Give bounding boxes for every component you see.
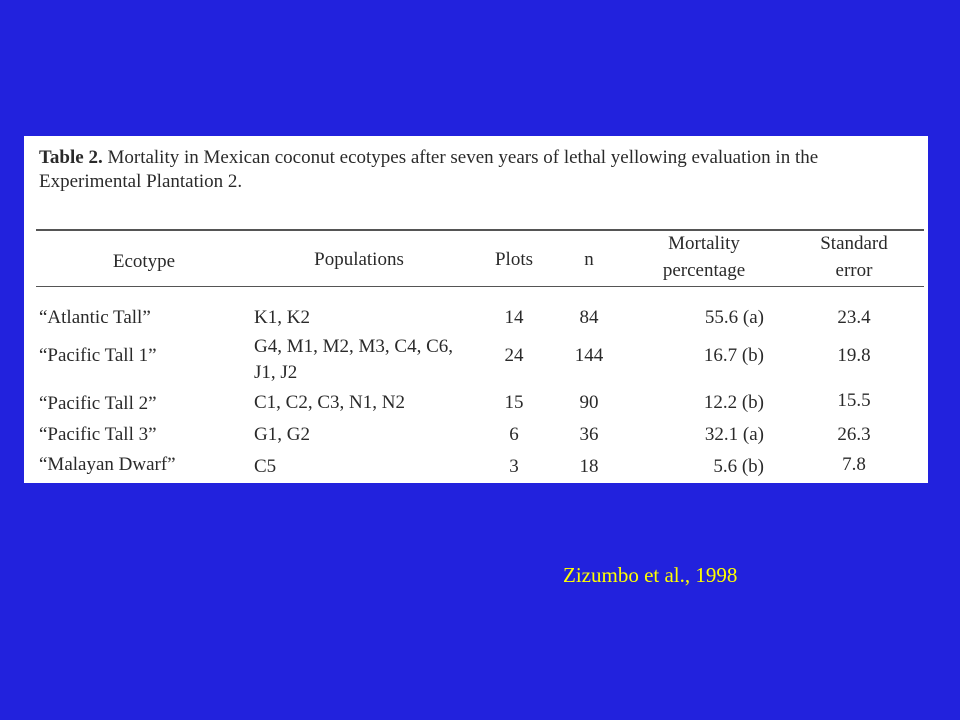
cell-se: 7.8 xyxy=(842,454,866,475)
caption-text: Mortality in Mexican coconut ecotypes af… xyxy=(39,147,819,192)
cell-populations: C5 xyxy=(254,456,277,477)
header-populations: Populations xyxy=(314,249,404,270)
header-mortality-line2: percentage xyxy=(662,260,746,281)
cell-n: 36 xyxy=(579,424,599,445)
cell-n: 90 xyxy=(579,392,599,413)
cell-se: 15.5 xyxy=(837,390,871,411)
cell-ecotype: “Pacific Tall 2” xyxy=(39,393,157,414)
cell-mortality: 32.1 (a) xyxy=(704,424,764,445)
header-ecotype: Ecotype xyxy=(112,251,176,272)
cell-ecotype: “Pacific Tall 3” xyxy=(39,424,157,445)
cell-se: 23.4 xyxy=(837,307,871,328)
cell-plots: 15 xyxy=(504,392,524,413)
caption-label: Table 2. xyxy=(39,147,103,168)
header-se-line1: Standard xyxy=(820,233,888,254)
cell-ecotype: “Atlantic Tall” xyxy=(39,307,151,328)
top-rule xyxy=(36,229,924,231)
cell-ecotype: “Malayan Dwarf” xyxy=(39,454,176,475)
cell-mortality: 55.6 (a) xyxy=(704,307,764,328)
cell-plots: 3 xyxy=(509,456,519,477)
cell-n: 144 xyxy=(574,345,604,366)
cell-plots: 6 xyxy=(509,424,519,445)
header-mortality-line1: Mortality xyxy=(668,233,740,254)
cell-populations: C1, C2, C3, N1, N2 xyxy=(254,392,405,413)
cell-populations: G4, M1, M2, M3, C4, C6, J1, J2 xyxy=(254,336,453,383)
header-se-line2: error xyxy=(835,260,873,281)
cell-n: 18 xyxy=(579,456,599,477)
table-caption: Table 2. Mortality in Mexican coconut ec… xyxy=(39,146,919,194)
cell-se: 26.3 xyxy=(837,424,871,445)
cell-mortality: 5.6 (b) xyxy=(713,456,764,477)
header-rule xyxy=(36,286,924,287)
cell-mortality: 12.2 (b) xyxy=(703,392,764,413)
cell-mortality: 16.7 (b) xyxy=(703,345,764,366)
header-plots: Plots xyxy=(494,249,534,270)
cell-n: 84 xyxy=(579,307,599,328)
cell-populations: K1, K2 xyxy=(254,307,310,328)
cell-ecotype: “Pacific Tall 1” xyxy=(39,345,157,366)
header-n: n xyxy=(584,249,594,270)
table-image: Table 2. Mortality in Mexican coconut ec… xyxy=(24,136,928,483)
cell-plots: 24 xyxy=(504,345,524,366)
cell-populations: G1, G2 xyxy=(254,424,310,445)
source-credit: Zizumbo et al., 1998 xyxy=(563,563,738,587)
cell-se: 19.8 xyxy=(837,345,871,366)
cell-plots: 14 xyxy=(504,307,524,328)
